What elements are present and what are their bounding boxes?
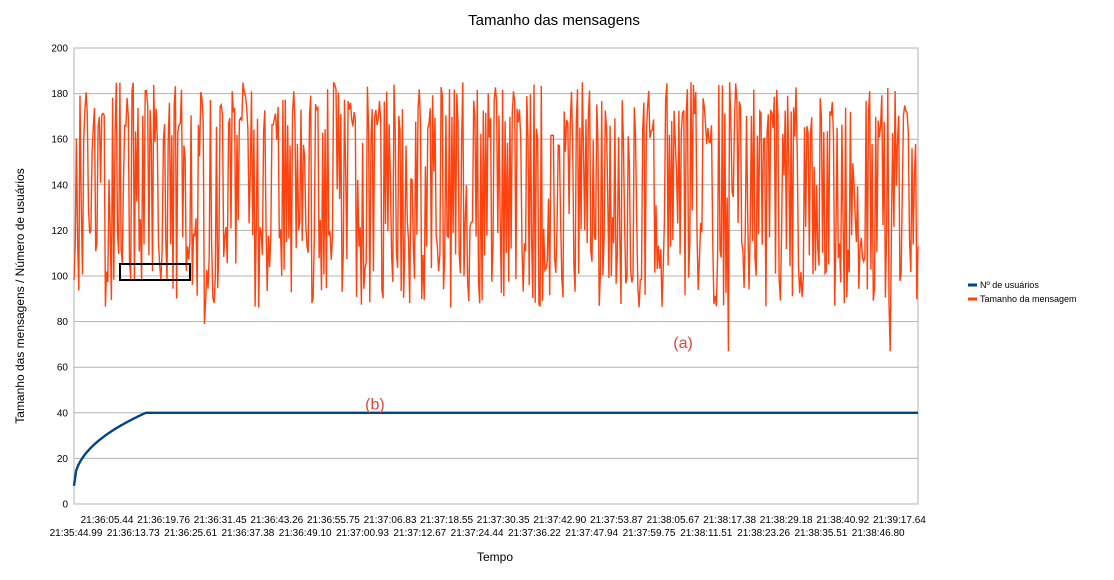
legend-label-num-usuarios: Nº de usuários — [980, 280, 1039, 290]
x-tick-label: 21:39:17.64 — [873, 515, 926, 526]
x-tick-label: 21:38:11.51 — [680, 528, 733, 539]
y-tick-label: 20 — [57, 454, 69, 465]
chart-title: Tamanho das mensagens — [468, 12, 640, 29]
x-tick-label: 21:38:17.38 — [703, 515, 756, 526]
legend-label-tamanho-da-mensagem: Tamanho da mensagem — [980, 294, 1077, 304]
x-tick-label: 21:38:46.80 — [852, 528, 905, 539]
y-axis-title: Tamanho das mensagens / Número de usuári… — [13, 168, 27, 423]
y-tick-label: 140 — [51, 180, 68, 191]
x-tick-label: 21:35:44.99 — [50, 528, 103, 539]
y-tick-label: 180 — [51, 89, 68, 100]
x-tick-label: 21:36:05.44 — [81, 515, 134, 526]
x-tick-label: 21:37:36.22 — [508, 528, 561, 539]
x-tick-label: 21:36:19.76 — [137, 515, 190, 526]
highlight-box — [119, 263, 191, 281]
x-tick-label: 21:38:35.51 — [794, 528, 847, 539]
y-tick-label: 160 — [51, 135, 68, 146]
x-tick-label: 21:37:06.83 — [364, 515, 417, 526]
y-tick-label: 40 — [57, 408, 69, 419]
y-tick-label: 60 — [57, 363, 69, 374]
y-tick-label: 120 — [51, 226, 68, 237]
x-tick-label: 21:37:30.35 — [477, 515, 530, 526]
x-tick-label: 21:36:49.10 — [279, 528, 332, 539]
y-tick-label: 100 — [51, 272, 68, 283]
y-tick-label: 0 — [62, 500, 68, 511]
x-axis-title: Tempo — [477, 550, 513, 564]
y-tick-label: 80 — [57, 317, 69, 328]
x-tick-label: 21:37:47.94 — [565, 528, 618, 539]
annotation-b: (b) — [365, 397, 385, 414]
x-tick-label: 21:37:12.67 — [393, 528, 446, 539]
x-tick-label: 21:37:42.90 — [533, 515, 586, 526]
series-line-num-usuarios — [72, 411, 918, 486]
x-tick-label: 21:38:05.67 — [647, 515, 700, 526]
x-tick-label: 21:37:24.44 — [451, 528, 504, 539]
x-tick-label: 21:36:13.73 — [107, 528, 160, 539]
annotation-a: (a) — [673, 335, 693, 352]
x-tick-labels: 21:36:05.44 21:36:19.76 21:36:31.45 21:36:4… — [50, 515, 927, 539]
x-tick-label: 21:38:23.26 — [737, 528, 790, 539]
x-tick-label: 21:38:29.18 — [760, 515, 813, 526]
x-tick-label: 21:37:18.55 — [420, 515, 473, 526]
series-line-tamanho-da-mensagem — [73, 81, 919, 352]
y-tick-labels: 0 20 40 60 80 100 120 140 160 180 200 — [51, 44, 68, 511]
x-tick-label: 21:36:25.61 — [164, 528, 217, 539]
x-tick-label: 21:36:43.26 — [250, 515, 303, 526]
x-tick-label: 21:36:55.75 — [307, 515, 360, 526]
x-tick-label: 21:36:37.38 — [221, 528, 274, 539]
x-tick-label: 21:36:31.45 — [194, 515, 247, 526]
legend: Nº de usuários Tamanho da mensagem — [968, 280, 1077, 304]
x-tick-label: 21:38:40.92 — [816, 515, 869, 526]
y-tick-label: 200 — [51, 44, 68, 55]
x-tick-label: 21:37:00.93 — [336, 528, 389, 539]
x-tick-label: 21:37:59.75 — [623, 528, 676, 539]
x-tick-label: 21:37:53.87 — [590, 515, 643, 526]
